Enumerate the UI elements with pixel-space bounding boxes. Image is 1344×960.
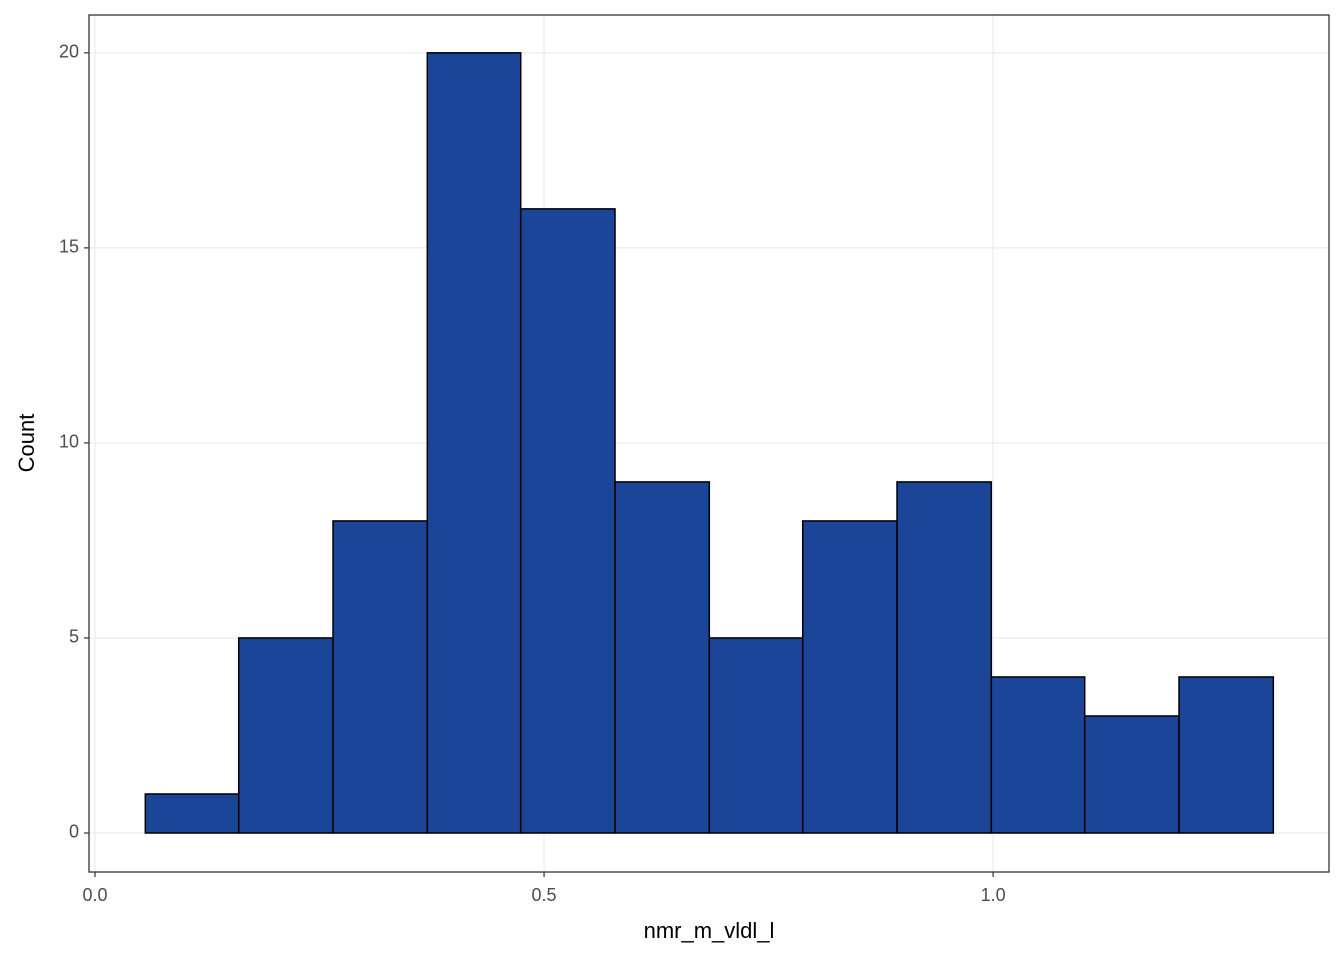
x-tick-label: 1.0 [981,885,1006,905]
bar [144,793,240,834]
bar [1083,715,1180,834]
y-tick-label: 15 [59,237,79,257]
bar [614,481,711,834]
y-tick-label: 20 [59,42,79,62]
bar [801,520,898,834]
x-tick-label: 0.5 [532,885,557,905]
bar [708,637,804,834]
y-tick-label: 5 [69,627,79,647]
bar [990,676,1086,834]
y-tick-label: 10 [59,432,79,452]
bar [519,208,616,834]
panel-border [88,14,1330,873]
x-axis-title: nmr_m_vldl_l [644,918,775,943]
bar [237,637,334,834]
y-tick-label: 0 [69,822,79,842]
bar [1178,676,1275,834]
bar [332,520,429,834]
bar [896,481,993,834]
y-axis-title: Count [14,414,39,473]
x-tick-label: 0.0 [83,885,108,905]
bar [426,52,522,834]
